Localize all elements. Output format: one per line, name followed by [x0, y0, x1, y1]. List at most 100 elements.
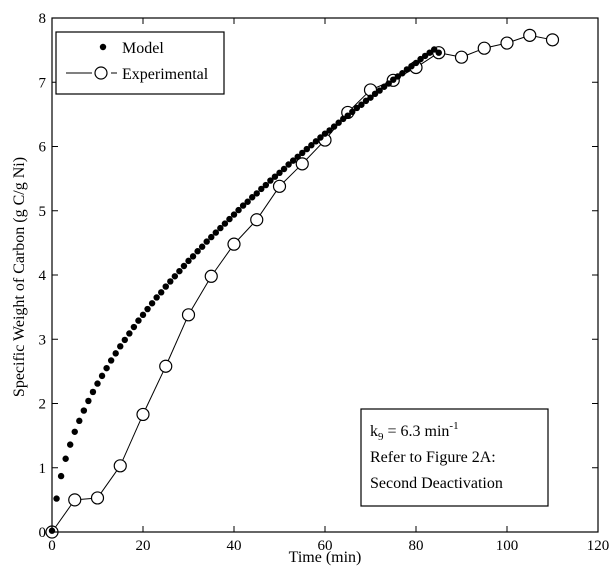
model-point	[235, 206, 242, 214]
model-point	[253, 190, 260, 197]
model-point	[139, 311, 147, 319]
experimental-point	[477, 41, 491, 55]
x-tick-label: 20	[136, 538, 151, 554]
y-tick-label: 7	[39, 75, 47, 91]
model-point	[57, 472, 65, 480]
model-point	[226, 215, 233, 223]
model-point	[67, 441, 74, 448]
model-point	[403, 66, 411, 73]
model-point	[130, 323, 138, 331]
model-point	[362, 97, 370, 105]
model-point	[53, 495, 60, 502]
experimental-line-segment	[145, 371, 164, 410]
model-point	[107, 357, 115, 364]
model-point	[285, 161, 292, 168]
annotation-line-2: Refer to Figure 2A:	[370, 449, 496, 466]
model-point	[98, 372, 106, 380]
model-point	[399, 70, 406, 77]
experimental-line-segment	[420, 55, 434, 65]
y-tick-label: 4	[39, 268, 47, 284]
annotation-box: k9 = 6.3 min-1 Refer to Figure 2A: Secon…	[360, 408, 549, 507]
experimental-line-segment	[512, 36, 525, 42]
experimental-point	[45, 525, 59, 539]
experimental-line-segment	[306, 144, 322, 160]
experimental-line-segment	[444, 53, 456, 57]
model-point	[89, 388, 97, 396]
model-point	[258, 185, 265, 193]
model-point	[62, 455, 69, 462]
model-point	[421, 52, 429, 60]
experimental-point	[432, 46, 446, 60]
experimental-point	[90, 491, 105, 505]
experimental-line-segment	[351, 93, 367, 109]
legend-box	[55, 31, 225, 95]
model-point	[249, 194, 256, 201]
experimental-line-segment	[80, 497, 92, 500]
experimental-line-segment	[259, 191, 277, 216]
experimental-point	[113, 459, 127, 473]
experimental-point	[409, 60, 423, 75]
y-tick-label: 3	[39, 332, 47, 348]
model-point	[189, 253, 197, 260]
model-point	[180, 262, 188, 270]
experimental-point	[227, 237, 241, 251]
model-point	[194, 248, 201, 255]
experimental-point	[136, 407, 150, 422]
model-point	[85, 397, 92, 405]
model-point	[217, 224, 224, 232]
model-point	[390, 76, 397, 83]
y-tick-label: 2	[39, 397, 47, 413]
annotation-superscript: -1	[449, 420, 458, 432]
model-point	[176, 267, 183, 275]
experimental-point	[454, 50, 469, 64]
model-point	[271, 173, 279, 180]
experimental-line-segment	[375, 82, 388, 89]
experimental-line-segment	[283, 167, 299, 183]
model-point	[48, 527, 56, 534]
model-point	[112, 350, 119, 357]
experimental-point	[386, 73, 400, 87]
experimental-point	[159, 359, 173, 373]
experimental-line-segment	[191, 281, 209, 310]
y-tick-label: 0	[39, 525, 47, 541]
x-tick-label: 0	[48, 538, 56, 554]
model-point	[162, 283, 169, 290]
x-axis-label: Time (min)	[289, 549, 362, 566]
annotation-k: k	[370, 423, 378, 440]
x-tick-label: 40	[227, 538, 242, 554]
model-series	[48, 46, 442, 534]
experimental-point	[204, 269, 218, 283]
experimental-line-segment	[466, 49, 479, 56]
y-tick-label: 5	[39, 204, 47, 220]
model-point	[426, 49, 433, 56]
experimental-line-segment	[122, 419, 142, 461]
experimental-point	[272, 179, 287, 193]
model-point	[299, 149, 306, 157]
model-point	[94, 380, 101, 387]
annotation-rate-constant: k9 = 6.3 min-1	[370, 420, 459, 443]
model-point	[289, 157, 297, 164]
legend-exp-label: Experimental	[122, 66, 209, 83]
annotation-frame	[360, 408, 549, 507]
model-point	[353, 104, 361, 112]
model-point	[267, 177, 274, 184]
model-point	[185, 257, 192, 265]
y-tick-label: 8	[39, 11, 47, 27]
experimental-point	[545, 33, 560, 47]
experimental-point	[295, 157, 309, 171]
model-point	[121, 336, 128, 344]
model-point	[221, 220, 229, 227]
model-point	[117, 343, 124, 350]
experimental-point	[341, 105, 355, 120]
experimental-point	[181, 308, 196, 322]
axis-ticks: 0 20 40 60 80 100 120 0 1 2 3 4 5 6 7 8	[39, 11, 610, 554]
experimental-point	[363, 83, 378, 97]
experimental-line-segment	[535, 36, 547, 40]
model-point	[144, 305, 151, 313]
model-point	[344, 112, 351, 119]
experimental-line-segment	[167, 320, 187, 361]
model-point	[244, 198, 251, 205]
model-point	[80, 407, 88, 414]
model-point	[167, 278, 174, 285]
annotation-k-subscript: 9	[378, 431, 384, 443]
